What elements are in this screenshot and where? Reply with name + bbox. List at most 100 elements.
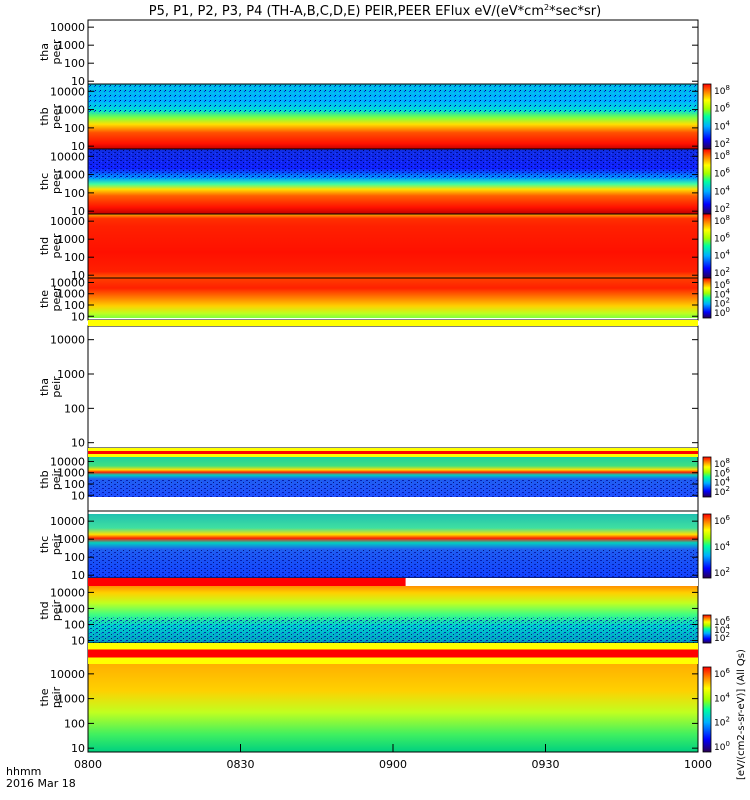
colorbar-tick-base: 10	[714, 694, 726, 704]
panel-probe-thd-peer: thd	[38, 237, 51, 255]
y-tick-label-tha-peer-1: 100	[64, 57, 85, 70]
colorbar-tick-thc-peer-3: 102	[714, 202, 730, 215]
y-tick-label-tha-peer-3: 10000	[50, 21, 85, 34]
colorbar-tick-base: 10	[714, 152, 726, 162]
y-tick-label-thd-peir-3: 10000	[50, 586, 85, 599]
colorbar-tick-base: 10	[714, 187, 726, 197]
colorbar-tick-base: 10	[714, 569, 726, 579]
colorbar-tick-thc-peer-0: 108	[714, 149, 730, 162]
panel-label-the-peir: thepeir	[38, 686, 63, 708]
panel-species-tha-peir: peir	[50, 376, 63, 398]
y-tick-label-thc-peer-0: 10	[71, 205, 85, 218]
noise-texture-thb-peer	[88, 84, 698, 114]
colorbar-tick-the-peir-0: 106	[714, 667, 730, 680]
colorbar-tick-base: 10	[714, 626, 726, 636]
y-tick-label-the-peer-1: 100	[64, 299, 85, 312]
panel-label-thb-peir: thbpeir	[38, 468, 63, 490]
colorbar-tick-thb-peir-3: 102	[714, 485, 730, 498]
panel-probe-thd-peir: thd	[38, 601, 51, 619]
ephemeris-bars	[88, 320, 698, 664]
colorbar-tick-thd-peer-3: 102	[714, 266, 730, 279]
colorbar-tick-thd-peer-2: 104	[714, 249, 730, 262]
panel-probe-thc-peir: thc	[38, 536, 51, 553]
noise-texture-thb-peir	[88, 479, 698, 497]
y-tick-label-thb-peir-3: 10000	[50, 455, 85, 468]
panel-probe-the-peer: the	[38, 290, 51, 308]
colorbar-tick-exp: 6	[725, 667, 730, 675]
y-tick-label-thb-peer-3: 10000	[50, 85, 85, 98]
y-tick-label-thc-peir-3: 10000	[50, 515, 85, 528]
colorbar-tick-thd-peer-0: 108	[714, 214, 730, 227]
noise-texture-thd-peir	[88, 617, 698, 643]
colorbar-tick-exp: 6	[725, 102, 730, 110]
panel-label-thd-peir: thdpeir	[38, 599, 63, 621]
panel-species-thd-peer: peer	[50, 233, 63, 259]
colorbar-tick-exp: 0	[725, 740, 729, 748]
colorbar-tick-exp: 4	[725, 623, 730, 631]
colorbar-tick-the-peer-2: 102	[714, 297, 730, 310]
y-tick-label-thb-peir-2: 1000	[57, 467, 85, 480]
colorbar-thb-peer	[702, 83, 712, 150]
colorbar-tick-thb-peer-1: 106	[714, 102, 730, 115]
y-tick-label-tha-peir-2: 1000	[57, 368, 85, 381]
y-tick-label-thc-peer-1: 100	[64, 187, 85, 200]
colorbar-tick-thb-peer-2: 104	[714, 119, 730, 132]
colorbar-tick-thb-peir-2: 104	[714, 476, 730, 489]
colorbar-tick-exp: 0	[725, 306, 729, 314]
colorbar-tick-exp: 6	[725, 514, 730, 522]
panel-label-thc-peir: thcpeir	[38, 533, 63, 555]
x-tick-label-1: 0830	[227, 758, 255, 771]
colorbar-tick-exp: 4	[725, 287, 730, 295]
panel-tha-peer: 10 100 1000 10000 thapeer	[38, 19, 699, 88]
time-axis: 0800 0830 0900 0930 1000	[74, 744, 712, 771]
panel-label-thc-peer: thcpeer	[38, 169, 63, 195]
colorbar-tick-thb-peer-0: 108	[714, 84, 730, 97]
colorbar-tick-base: 10	[714, 105, 726, 115]
y-tick-label-thd-peir-1: 100	[64, 618, 85, 631]
colorbar-tick-thc-peir-1: 104	[714, 540, 730, 553]
colorbar-tick-thd-peir-0: 106	[714, 615, 730, 628]
colorbar-units-label: [eV/(cm2-s-sr-eV)] (All Qs)	[736, 649, 747, 780]
noise-texture-thc-peer	[88, 149, 698, 179]
colorbar-tick-exp: 8	[725, 457, 729, 465]
panel-species-tha-peer: peer	[50, 39, 63, 65]
y-tick-label-thd-peer-0: 10	[71, 269, 85, 282]
colorbar-tick-exp: 8	[725, 214, 729, 222]
colorbar-tick-base: 10	[714, 309, 726, 319]
x-tick-label-0: 0800	[74, 758, 102, 771]
y-tick-label-thd-peir-2: 1000	[57, 602, 85, 615]
panel-species-thb-peir: peir	[50, 468, 63, 490]
colorbar-tick-the-peir-1: 104	[714, 691, 730, 704]
colorbar-tick-thc-peer-1: 106	[714, 167, 730, 180]
colorbar-tick-exp: 2	[725, 202, 729, 210]
colorbar-thc-peir	[702, 513, 712, 579]
colorbar-tick-base: 10	[714, 290, 726, 300]
panel-label-the-peer: thepeer	[38, 286, 63, 312]
y-tick-label-thb-peer-1: 100	[64, 122, 85, 135]
colorbar-tick-base: 10	[714, 122, 726, 132]
y-tick-label-tha-peer-2: 1000	[57, 39, 85, 52]
colorbar-tick-base: 10	[714, 469, 726, 479]
x-tick-label-4: 1000	[684, 758, 712, 771]
colorbar-tick-exp: 4	[725, 540, 730, 548]
colorbar-tick-the-peer-3: 100	[714, 306, 730, 319]
colorbars: 1081061041021081061041021081061041021061…	[702, 83, 730, 753]
x-tick-label-2: 0900	[379, 758, 407, 771]
y-tick-label-the-peer-0: 10	[71, 310, 85, 323]
colorbar-tick-exp: 6	[725, 167, 730, 175]
panel-species-thc-peer: peer	[50, 169, 63, 195]
panel-probe-tha-peer: tha	[38, 43, 51, 61]
panel-species-thb-peer: peer	[50, 104, 63, 130]
colorbar-tick-base: 10	[714, 205, 726, 215]
spectrogram-fill-the-peir	[88, 664, 698, 752]
colorbar-tick-exp: 2	[725, 716, 729, 724]
panel-label-thb-peer: thbpeer	[38, 104, 63, 130]
noise-texture-thc-peir	[88, 549, 698, 578]
ephemeris-bar-3-1	[88, 649, 698, 658]
colorbar-tick-base: 10	[714, 252, 726, 262]
ephemeris-bar-2-0	[88, 578, 406, 586]
panel-label-thd-peer: thdpeer	[38, 233, 63, 259]
panel-probe-thb-peer: thb	[38, 107, 51, 125]
colorbar-tick-thd-peir-2: 102	[714, 631, 730, 644]
